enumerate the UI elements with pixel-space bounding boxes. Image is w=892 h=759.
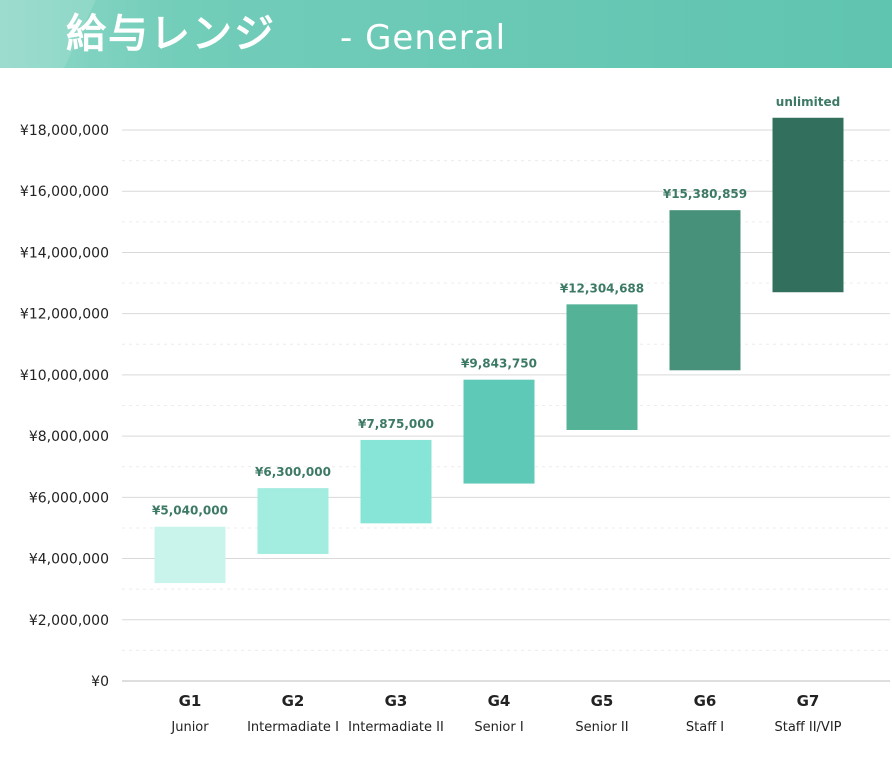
y-tick-label: ¥16,000,000 [20, 184, 109, 200]
y-tick-label: ¥8,000,000 [29, 429, 109, 445]
category-sublabel: Senior I [474, 720, 523, 735]
category-label: G2 [282, 692, 305, 710]
category-sublabel: Intermadiate I [247, 720, 339, 735]
category-sublabel: Staff I [686, 720, 724, 735]
range-bar [566, 304, 638, 430]
page-subtitle: - General [340, 18, 507, 58]
range-bar [669, 210, 741, 371]
category-label: G3 [385, 692, 408, 710]
category-sublabel: Intermadiate II [348, 720, 444, 735]
y-tick-label: ¥12,000,000 [20, 307, 109, 323]
category-sublabel: Junior [170, 720, 209, 735]
category-sublabel: Staff II/VIP [774, 720, 841, 735]
y-tick-label: ¥6,000,000 [29, 490, 109, 506]
y-tick-label: ¥4,000,000 [29, 552, 109, 568]
value-label: ¥7,875,000 [358, 417, 434, 431]
header-banner: 給与レンジ - General [0, 0, 892, 68]
salary-range-chart: ¥0 ¥2,000,000 ¥4,000,000 ¥6,000,000 ¥8,000,0… [20, 95, 890, 735]
category-label: G4 [488, 692, 511, 710]
range-bar [257, 488, 329, 554]
y-tick-label: ¥18,000,000 [20, 123, 109, 139]
range-bar [154, 526, 226, 584]
range-bar [772, 117, 844, 293]
value-label: ¥6,300,000 [255, 465, 331, 479]
y-tick-label: ¥0 [91, 674, 109, 690]
value-label: ¥12,304,688 [560, 281, 644, 295]
category-sublabel: Senior II [575, 720, 628, 735]
value-label: ¥15,380,859 [663, 187, 747, 201]
y-tick-label: ¥14,000,000 [20, 245, 109, 261]
page-title: 給与レンジ [66, 11, 276, 57]
category-label: G6 [694, 692, 717, 710]
y-tick-label: ¥10,000,000 [20, 368, 109, 384]
value-label: ¥5,040,000 [152, 504, 228, 518]
y-tick-label: ¥2,000,000 [29, 613, 109, 629]
category-label: G1 [179, 692, 202, 710]
range-bar [463, 379, 535, 484]
category-label: G5 [591, 692, 614, 710]
category-label: G7 [797, 692, 820, 710]
value-label: unlimited [776, 95, 840, 109]
range-bar [360, 439, 432, 524]
value-label: ¥9,843,750 [461, 357, 537, 371]
